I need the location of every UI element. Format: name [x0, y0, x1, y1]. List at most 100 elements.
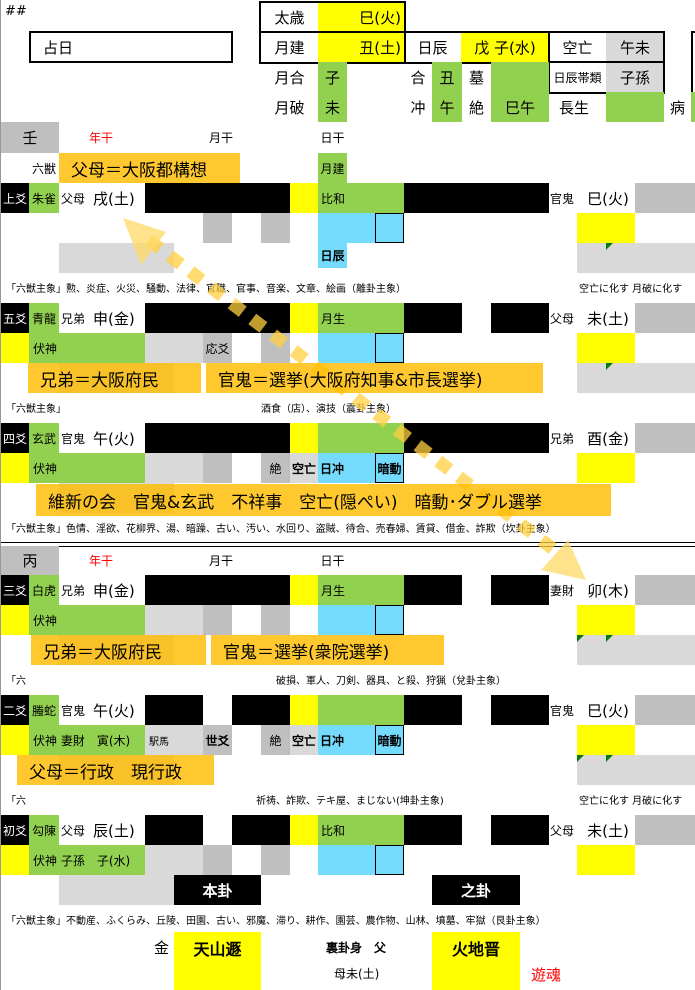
line-gap: [462, 695, 491, 725]
cell: [577, 243, 695, 273]
cell: [290, 183, 318, 213]
cell: [577, 635, 695, 665]
getsugou-value: 子: [318, 62, 347, 92]
yao-role: [203, 845, 232, 875]
relative: 官鬼: [61, 703, 86, 718]
yao-label: 二爻: [1, 695, 29, 725]
hidden-move: [375, 605, 404, 635]
changed-relative: 兄弟: [550, 431, 575, 446]
yao-note: 「六獣主象」勲、炎症、火災、騒動、法律、官職、官事、音楽、文章、絵画（離卦主象）: [6, 284, 406, 295]
cell: [290, 423, 318, 453]
yao-note: 「六獣主象」色情、淫欲、花柳界、湯、暗躁、古い、汚い、水回り、盗賊、待合、売春婦…: [6, 524, 556, 535]
comment-marker-icon[interactable]: [606, 755, 613, 762]
zetsu-label: 絶: [468, 98, 484, 117]
nisshin-label: 日辰: [417, 38, 448, 57]
chousei-value: [606, 92, 664, 122]
changed-branch: 巳(火): [587, 701, 629, 720]
day-clash: 日冲: [318, 453, 375, 483]
cell: [290, 695, 318, 725]
line-gap: [462, 303, 491, 333]
changed-relative: 官鬼: [550, 703, 575, 718]
comment-marker-icon[interactable]: [577, 755, 584, 762]
yao-note-right: 空亡に化す 月破に化す: [579, 796, 683, 807]
callout-election: 官鬼＝選挙(衆院選挙): [211, 635, 444, 665]
cell: [1, 725, 29, 755]
yao-note: 「六獣主象」 酒食（店）、演技（震卦主象）: [6, 404, 396, 415]
nisshin-type-label: 日辰帯類: [553, 70, 602, 85]
taisai-label: 太歳: [274, 8, 305, 27]
comment-marker-icon[interactable]: [606, 363, 613, 370]
month-relation: 月生: [318, 575, 404, 605]
changed-hexagram-label: 之卦: [432, 875, 520, 905]
six-beast: 勾陳: [29, 815, 59, 845]
comment-marker-icon[interactable]: [577, 635, 584, 642]
date-label: 占日: [43, 39, 74, 57]
changed-hexagram-type: 遊魂: [531, 965, 562, 984]
kuubou-label: 空亡: [562, 38, 593, 57]
six-beast: 青龍: [29, 303, 59, 333]
main-line: [145, 183, 290, 213]
main-hexagram-label: 本卦: [174, 875, 261, 905]
cell: [290, 815, 318, 845]
date-field[interactable]: 占日: [29, 31, 233, 63]
changed-line: [404, 183, 549, 213]
gekken-value: 丑(土): [318, 32, 404, 62]
kuubou-tag: 空亡: [290, 725, 318, 755]
hidden-move: [375, 845, 404, 875]
six-beast: 螣蛇: [29, 695, 59, 725]
callout-officials: 官鬼＝選挙(大阪府知事&市長選挙): [206, 363, 543, 393]
cell: [577, 363, 695, 393]
bo-value: [491, 62, 549, 92]
callout-administration: 父母＝行政 現行政: [17, 755, 214, 785]
changed-hexagram-name: 火地晋: [432, 932, 520, 990]
chuu-label: 冲: [410, 98, 426, 117]
hidden-spirit: 伏神: [29, 605, 145, 635]
comment-marker-icon[interactable]: [606, 243, 613, 250]
changed-branch: 巳(火): [587, 189, 629, 208]
branch: 午(火): [93, 429, 135, 448]
cell: [577, 725, 635, 755]
year-stem-upper: 壬: [1, 122, 59, 153]
hidden-tag: [145, 605, 203, 635]
chuu-value: 午: [432, 92, 462, 122]
yao-note-right: 空亡に化す 月破に化す: [579, 284, 683, 295]
zetsu-tag: [261, 213, 290, 243]
cell: [635, 575, 695, 605]
line-gap: [203, 695, 232, 725]
callout-siblings: 兄弟＝大阪府民: [28, 363, 201, 393]
hidden-spirit: 伏神 子孫 子(水): [29, 845, 145, 875]
day-stem-label: 日干: [320, 131, 345, 145]
nisshin-value: 戊 子(水): [461, 32, 549, 62]
zetsu-tag: [261, 845, 290, 875]
zetsu-tag: 絶: [261, 453, 290, 483]
day-stem-label: 日干: [320, 554, 345, 568]
bo-label: 墓: [468, 68, 484, 87]
cell: [577, 213, 635, 243]
yao-note: 「六獣主象」不動産、ふくらみ、丘陵、田園、古い、邪魔、滞り、耕作、園芸、農作物、…: [6, 916, 546, 927]
main-element: 金: [153, 938, 169, 957]
cell: [635, 423, 695, 453]
cell: [1, 605, 29, 635]
hidden-tag: 駅馬: [145, 725, 203, 755]
cell: [59, 875, 174, 905]
taisai-value: 巳(火): [318, 2, 404, 32]
day-clash: [318, 605, 375, 635]
month-stem-label: 月干: [208, 554, 233, 568]
arrow-head-upper: [123, 218, 166, 265]
getsuha-label: 月破: [274, 98, 305, 117]
yao-role: 世爻: [203, 725, 232, 755]
six-beast: 白虎: [29, 575, 59, 605]
year-stem-lower: 丙: [1, 546, 59, 575]
cell: [1, 453, 29, 483]
day-tag: 日辰: [318, 243, 347, 268]
cell: [635, 303, 695, 333]
gou-value: 丑: [432, 62, 462, 92]
month-stem-label: 月干: [208, 131, 233, 145]
comment-marker-icon[interactable]: [606, 635, 613, 642]
day-clash: [318, 333, 375, 363]
arrow-shaft: [145, 234, 565, 561]
yao-label: 上爻: [1, 183, 29, 213]
cell: [635, 815, 695, 845]
line-gap: [203, 815, 232, 845]
yao-note: 「六 破損、軍人、刀剣、器具、と殺、狩猟（兌卦主象）: [6, 676, 506, 687]
